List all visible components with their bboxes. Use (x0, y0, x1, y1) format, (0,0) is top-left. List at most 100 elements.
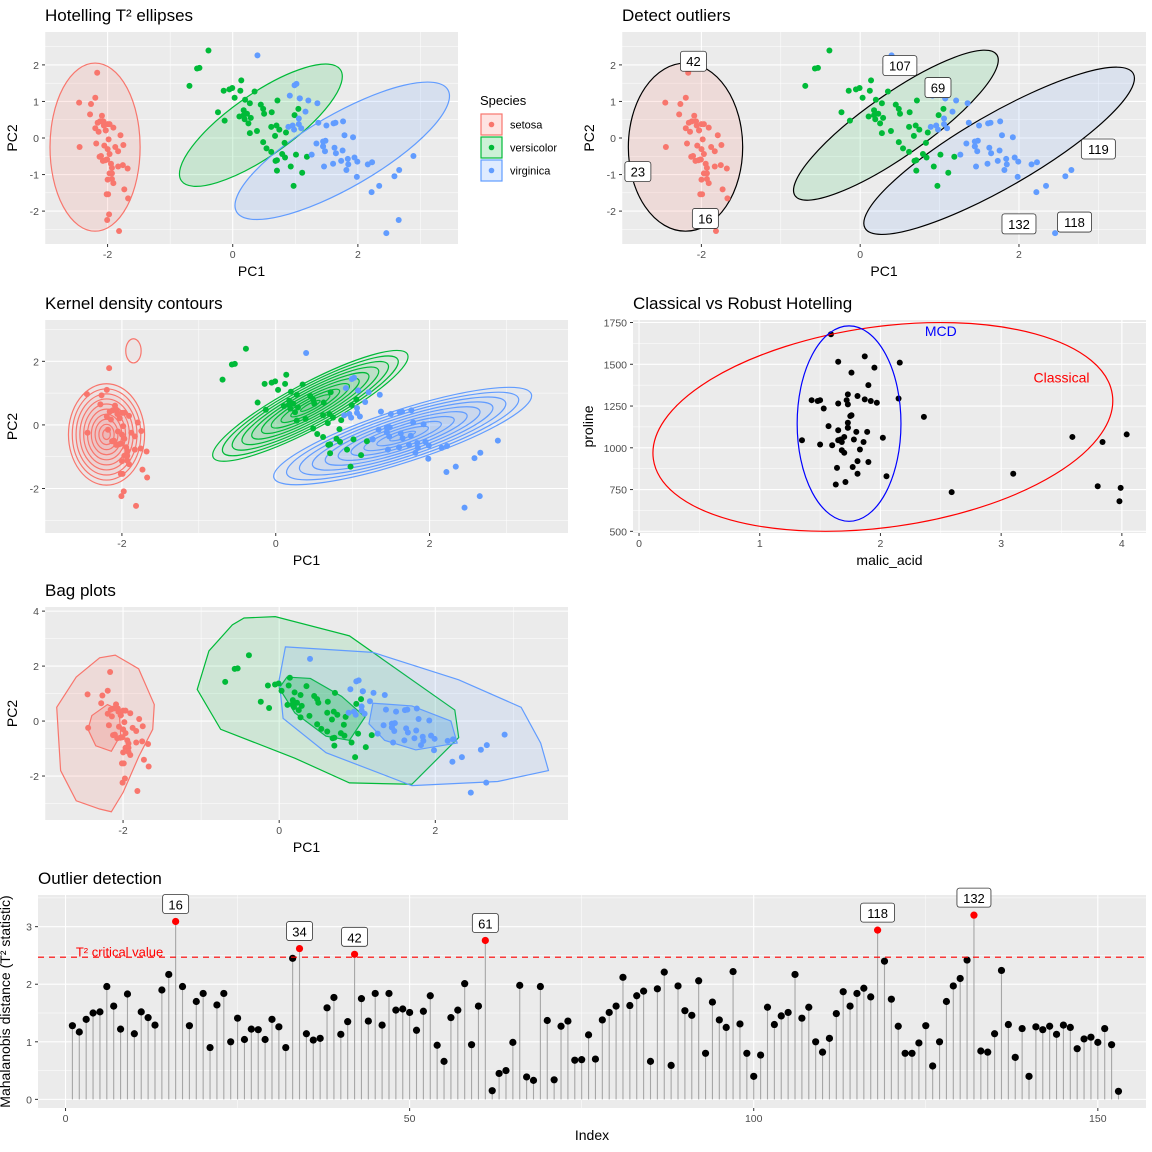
lollipop-point (227, 1038, 235, 1046)
point-versicolor (262, 406, 269, 413)
point-virginica (414, 440, 421, 447)
y-tick-label: 0 (26, 1094, 32, 1106)
lollipop-point (1032, 1023, 1040, 1031)
wine-point (896, 359, 903, 366)
outlier-label-text: 61 (478, 916, 492, 931)
point-versicolor (922, 139, 929, 146)
point-versicolor (337, 730, 344, 737)
point-virginica (483, 742, 490, 749)
point-virginica (1001, 166, 1008, 173)
lollipop-point (977, 1047, 985, 1055)
point-setosa (145, 741, 152, 748)
lollipop-point (1059, 1021, 1068, 1029)
point-versicolor (281, 139, 288, 146)
point-versicolor (186, 82, 193, 89)
lollipop-point (474, 1002, 483, 1010)
point-virginica (467, 789, 474, 796)
outlier-label-box (162, 894, 190, 914)
lollipop-point (254, 1026, 262, 1034)
point-virginica (411, 735, 418, 742)
lollipop-point (75, 1028, 83, 1036)
outlier-label: 69 (924, 77, 952, 98)
point-versicolor (272, 681, 279, 688)
lollipop-point (963, 956, 971, 964)
point-versicolor (328, 716, 335, 723)
point-setosa (95, 128, 102, 135)
point-versicolor (299, 381, 306, 388)
point-virginica (941, 115, 948, 122)
point-virginica (361, 710, 368, 717)
legend-title: Species (480, 93, 527, 108)
point-versicolor (286, 397, 293, 404)
point-virginica (477, 449, 484, 456)
point-setosa (699, 136, 706, 143)
x-tick-label: 0 (857, 249, 863, 261)
lollipop-point (812, 1038, 820, 1046)
point-virginica (408, 407, 415, 414)
point-virginica (382, 706, 389, 713)
point-versicolor (887, 128, 894, 135)
point-setosa (136, 715, 143, 722)
lollipop-point (1087, 1033, 1095, 1041)
lollipop-point (289, 954, 297, 962)
outlier-label: 118 (860, 902, 896, 923)
point-versicolor (287, 388, 294, 395)
point-versicolor (237, 87, 244, 94)
point-setosa (682, 94, 689, 101)
point-setosa (98, 112, 105, 119)
plot-outlier-detection: 0 50 100 150 0 1 2 3 Outlier detection Index Mahal… (0, 869, 1146, 1143)
lollipop-point (1094, 1038, 1102, 1046)
lollipop-point (275, 1023, 283, 1031)
point-virginica (303, 350, 310, 357)
point-virginica (369, 436, 376, 443)
point-versicolor (219, 376, 226, 383)
point-versicolor (263, 145, 270, 152)
lollipop-point (426, 992, 434, 1000)
lollipop-point (240, 1035, 249, 1044)
x-tick-label: 50 (404, 1113, 416, 1125)
point-versicolor (274, 97, 281, 104)
point-virginica (944, 125, 951, 132)
point-virginica (941, 121, 948, 128)
wine-point (853, 428, 860, 435)
plot-title: Bag plots (45, 581, 116, 600)
outlier-label: 16 (162, 894, 190, 914)
lollipop-point (935, 1038, 944, 1046)
point-setosa (697, 191, 704, 198)
point-setosa (134, 788, 141, 795)
point-setosa (122, 707, 129, 714)
point-setosa (116, 723, 123, 730)
point-virginica (1062, 173, 1069, 180)
point-versicolor (333, 435, 340, 442)
point-virginica (407, 432, 414, 439)
point-virginica (1009, 134, 1016, 141)
point-virginica (984, 160, 991, 167)
outlier-label-box (341, 926, 368, 947)
density-contour-versicolor (221, 355, 399, 457)
point-setosa (700, 121, 707, 128)
critical-value-label: T² critical value (76, 945, 163, 960)
point-versicolor (877, 120, 884, 127)
point-versicolor (280, 403, 287, 410)
point-versicolor (254, 399, 261, 406)
point-virginica (415, 715, 422, 722)
point-versicolor (264, 682, 271, 689)
y-axis-title: PC2 (4, 413, 20, 440)
x-axis-title: PC1 (870, 263, 897, 279)
wine-point (842, 479, 849, 486)
point-versicolor (845, 87, 852, 94)
plot-title: Hotelling T² ellipses (45, 6, 193, 25)
point-setosa (717, 162, 724, 169)
y-axis-title: proline (580, 405, 596, 447)
point-versicolor (291, 703, 298, 710)
point-virginica (963, 140, 970, 147)
point-virginica (471, 455, 478, 462)
point-setosa (116, 415, 123, 422)
point-setosa (700, 150, 707, 157)
point-versicolor (935, 112, 942, 119)
point-versicolor (916, 126, 923, 133)
point-virginica (477, 746, 484, 753)
point-virginica (368, 189, 375, 196)
lollipop-point (123, 990, 132, 998)
lollipop-point (330, 993, 338, 1002)
